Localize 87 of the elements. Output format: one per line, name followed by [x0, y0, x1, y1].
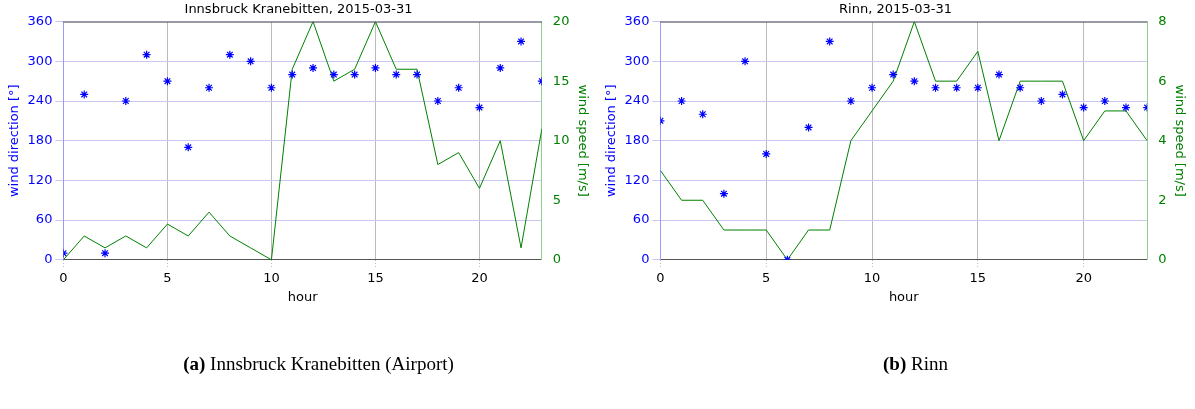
y2-tick-label: 4	[1158, 132, 1167, 148]
point	[246, 56, 256, 66]
x-tick-label: 15	[367, 269, 384, 285]
point	[100, 248, 110, 258]
y-tick-label: 60	[35, 211, 53, 227]
x-tick-label: 20	[1075, 269, 1092, 285]
y-axis-title: wind direction [°]	[603, 84, 619, 198]
x-tick-label: 10	[863, 269, 881, 285]
point	[370, 63, 381, 73]
point	[740, 56, 750, 66]
point	[994, 69, 1004, 80]
point	[973, 83, 983, 93]
x-tick-label: 0	[59, 269, 68, 285]
point	[350, 69, 360, 80]
x-tick-label: 20	[471, 269, 488, 285]
point	[1100, 96, 1110, 106]
point	[266, 83, 277, 93]
text: (b) Rinn	[882, 353, 949, 375]
point	[391, 69, 401, 80]
point	[329, 69, 339, 80]
point	[204, 83, 214, 93]
y2-tick-label: 2	[1158, 191, 1167, 207]
chart-title: Rinn, 2015-03-31	[839, 1, 952, 17]
point	[516, 36, 526, 47]
y2-tick-label: 15	[552, 72, 570, 88]
point	[79, 89, 89, 99]
point	[412, 69, 422, 80]
chart-title: Innsbruck Kranebitten, 2015-03-31	[184, 1, 413, 17]
x-tick-label: 10	[263, 269, 280, 285]
y2-axis-title: wind speed [m/s]	[1172, 84, 1188, 197]
point	[825, 36, 835, 47]
point	[952, 83, 962, 93]
point	[162, 76, 173, 86]
y-tick-label: 60	[632, 211, 650, 227]
y2-tick-label: 0	[1158, 251, 1167, 267]
x-tick-label: 15	[969, 269, 987, 285]
y-tick-label: 0	[44, 251, 53, 267]
y-tick-label: 240	[624, 92, 650, 108]
y2-tick-label: 10	[552, 132, 570, 148]
y2-tick-label: 6	[1158, 72, 1167, 88]
x-tick-label: 5	[762, 269, 771, 285]
point	[761, 149, 771, 159]
point	[1079, 103, 1089, 113]
y-tick-label: 180	[27, 132, 53, 148]
point	[474, 103, 485, 113]
point	[867, 83, 877, 93]
point	[888, 69, 898, 80]
point	[1015, 83, 1025, 93]
x-axis-title: hour	[287, 288, 319, 304]
point	[803, 122, 814, 133]
point	[287, 69, 297, 80]
point	[909, 76, 919, 86]
point	[846, 96, 856, 106]
point	[676, 96, 687, 106]
point	[698, 109, 708, 119]
y-tick-label: 360	[624, 12, 650, 28]
y-tick-label: 120	[624, 171, 650, 187]
point	[142, 50, 152, 60]
point	[454, 83, 464, 93]
point	[308, 63, 318, 73]
y2-axis-title: wind speed [m/s]	[575, 84, 591, 197]
y2-tick-label: 5	[552, 191, 562, 207]
point	[930, 83, 941, 93]
point	[719, 189, 729, 199]
x-axis-title: hour	[888, 288, 920, 304]
y2-tick-label: 0	[552, 251, 562, 267]
point	[1036, 96, 1046, 106]
y-tick-label: 300	[27, 52, 53, 68]
y-tick-label: 0	[641, 251, 650, 267]
y2-tick-label: 8	[1158, 12, 1167, 28]
point	[1121, 103, 1131, 113]
x-tick-label: 0	[656, 269, 665, 285]
y-tick-label: 180	[624, 132, 650, 148]
y-tick-label: 300	[624, 52, 650, 68]
y-axis-title: wind direction [°]	[6, 84, 22, 198]
y-tick-label: 120	[27, 171, 53, 187]
y-tick-label: 360	[27, 12, 53, 28]
text: (a) Innsbruck Kranebitten (Airport)	[182, 353, 455, 375]
point	[183, 142, 193, 152]
y2-tick-label: 20	[552, 12, 570, 28]
point	[433, 96, 443, 106]
x-tick-label: 5	[163, 269, 172, 285]
point	[1057, 89, 1068, 99]
point	[121, 96, 131, 106]
y-tick-label: 240	[27, 92, 53, 108]
point	[495, 63, 505, 73]
point	[225, 50, 235, 60]
